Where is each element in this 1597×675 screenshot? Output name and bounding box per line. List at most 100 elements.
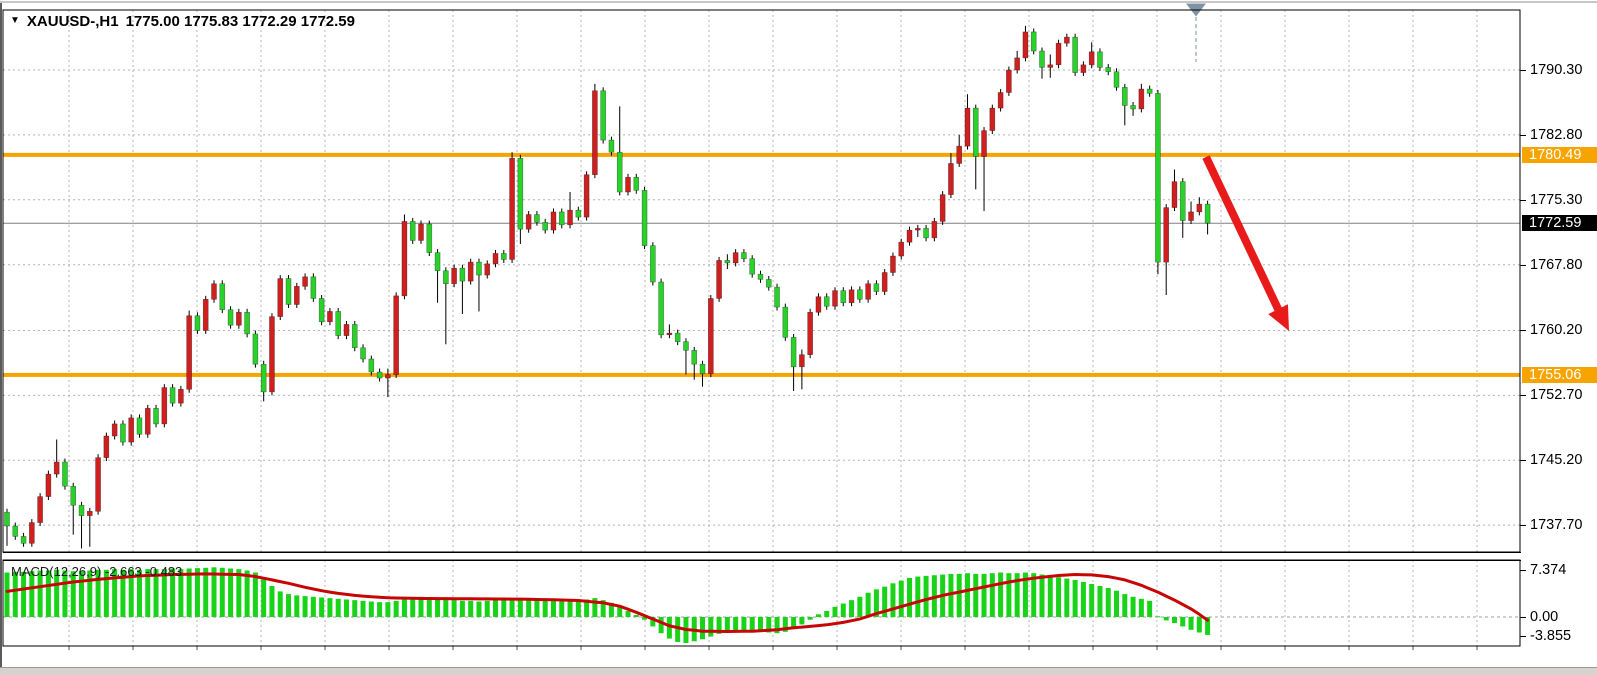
candle xyxy=(484,263,491,276)
macd-histogram-bar xyxy=(724,617,730,633)
candle xyxy=(12,525,19,537)
macd-histogram-bar xyxy=(989,573,995,617)
price-axis[interactable]: 1790.30 1782.80 1775.30 1767.80 1760.20 1752.… xyxy=(1520,10,1597,665)
macd-histogram-bar xyxy=(12,571,18,617)
macd-histogram-bar xyxy=(625,610,631,617)
candle xyxy=(873,283,880,292)
support-line[interactable] xyxy=(3,372,1520,377)
price-axis-label: 1737.70 xyxy=(1530,517,1583,534)
price-axis-label: 1775.30 xyxy=(1530,191,1583,208)
macd-histogram-bar xyxy=(294,595,300,617)
candle xyxy=(111,423,118,437)
support-price-badge: 1755.06 xyxy=(1522,366,1597,383)
candle xyxy=(1179,181,1186,221)
price-axis-label: 1760.20 xyxy=(1530,322,1583,339)
candle xyxy=(385,374,391,379)
candle xyxy=(1163,207,1169,263)
macd-histogram-bar xyxy=(700,617,706,640)
chart-title: ▼ XAUUSD-,H1 1775.00 1775.83 1772.29 177… xyxy=(10,13,355,30)
resistance-price-badge: 1780.49 xyxy=(1522,146,1597,163)
macd-histogram-bar xyxy=(1180,617,1186,627)
candle xyxy=(650,245,656,283)
candle xyxy=(418,223,424,241)
candle xyxy=(956,145,963,164)
candle xyxy=(923,228,929,239)
macd-histogram-bar xyxy=(21,571,27,617)
candle xyxy=(857,289,863,300)
candle xyxy=(865,283,871,300)
macd-histogram-bar xyxy=(29,571,35,617)
macd-histogram-bar xyxy=(1205,617,1211,635)
price-axis-tick xyxy=(1520,264,1526,266)
candle xyxy=(981,130,987,157)
candle xyxy=(1146,88,1153,94)
macd-signal-line xyxy=(5,572,1210,633)
price-axis-tick xyxy=(1520,395,1526,397)
price-axis-tick xyxy=(1520,617,1526,618)
candle xyxy=(343,324,350,336)
trend-arrow-head[interactable] xyxy=(1268,304,1289,331)
candle xyxy=(848,289,855,304)
macd-histogram-bar xyxy=(87,570,93,617)
panel-separator[interactable] xyxy=(3,552,1521,553)
candle xyxy=(202,299,209,331)
macd-histogram-bar xyxy=(401,598,407,617)
price-axis-label: 1790.30 xyxy=(1530,62,1583,78)
candle xyxy=(128,417,134,443)
macd-histogram-bar xyxy=(824,610,830,617)
candle xyxy=(683,341,689,351)
macd-histogram-bar xyxy=(749,617,755,631)
macd-histogram-bar xyxy=(95,569,101,617)
candle xyxy=(608,139,615,153)
trend-arrow-shaft[interactable] xyxy=(1202,155,1283,313)
candle xyxy=(898,241,905,257)
macd-histogram-bar xyxy=(1047,575,1053,617)
candle xyxy=(95,457,101,512)
candle xyxy=(153,408,159,425)
candle xyxy=(260,363,267,393)
candle xyxy=(542,221,549,231)
candle xyxy=(1022,31,1029,59)
candle xyxy=(1138,88,1145,110)
macd-histogram-bar xyxy=(426,597,432,617)
macd-histogram-bar xyxy=(633,614,639,617)
macd-histogram-bar xyxy=(302,596,308,617)
macd-histogram-bar xyxy=(550,600,556,617)
candle xyxy=(252,333,259,365)
symbol-dropdown-icon[interactable]: ▼ xyxy=(10,15,20,26)
macd-histogram-bar xyxy=(807,617,813,620)
candle xyxy=(674,332,681,343)
title-ohlc-values: 1775.00 1775.83 1772.29 1772.59 xyxy=(125,13,355,30)
candle xyxy=(575,209,582,218)
candle xyxy=(1006,69,1012,93)
candle xyxy=(1097,51,1103,68)
time-axis[interactable]: 28 Jul 202228 Jul 19:0029 Jul 12:001 Aug… xyxy=(3,646,1520,668)
macd-histogram-bar xyxy=(236,569,242,617)
candle xyxy=(45,473,52,497)
macd-histogram-bar xyxy=(1056,577,1062,617)
macd-histogram-bar xyxy=(252,572,258,617)
candle xyxy=(285,278,292,305)
candle xyxy=(1171,181,1178,208)
candle xyxy=(1196,203,1203,213)
macd-histogram-bar xyxy=(1138,598,1144,617)
candle xyxy=(467,261,474,282)
candle xyxy=(658,281,664,336)
candle xyxy=(318,298,325,323)
macd-histogram-bar xyxy=(1196,617,1202,633)
macd-histogram-bar xyxy=(476,601,482,617)
macd-histogram-bar xyxy=(194,568,200,617)
macd-histogram-bar xyxy=(998,572,1004,617)
macd-histogram-bar xyxy=(542,600,548,617)
macd-histogram-bar xyxy=(1105,588,1111,617)
macd-histogram-bar xyxy=(62,570,68,617)
candle xyxy=(699,363,706,375)
macd-histogram-bar xyxy=(1163,617,1169,621)
candle xyxy=(161,387,168,425)
macd-histogram-bar xyxy=(451,600,457,617)
candle xyxy=(914,228,921,231)
candle xyxy=(178,388,184,404)
resistance-line[interactable] xyxy=(3,152,1520,157)
macd-histogram-bar xyxy=(865,592,871,617)
price-axis-tick xyxy=(1520,330,1526,332)
